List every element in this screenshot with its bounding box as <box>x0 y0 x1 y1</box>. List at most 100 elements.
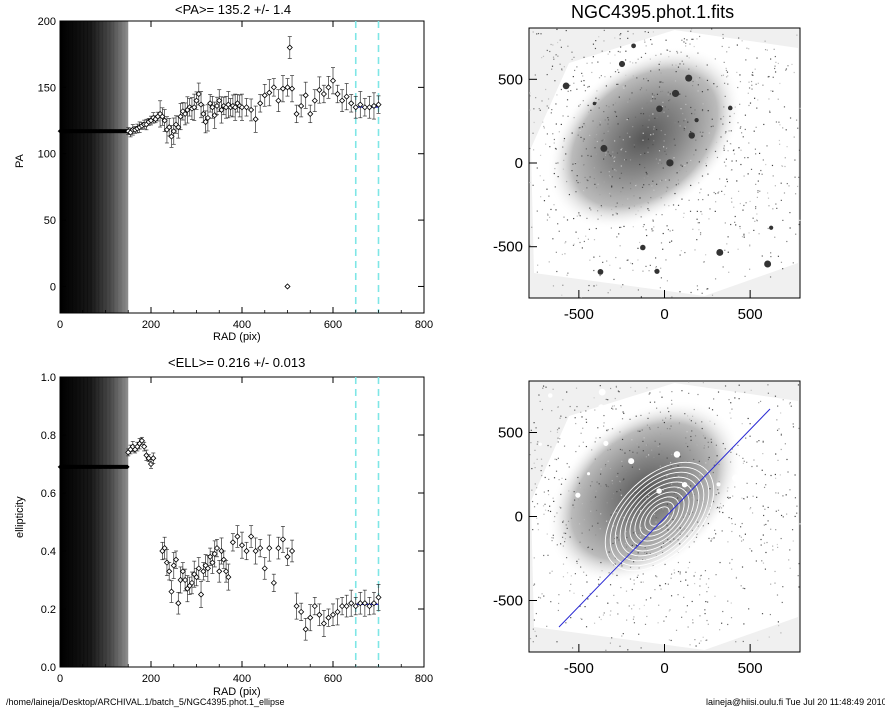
img1-noise-pixel <box>563 66 565 68</box>
img1-noise-pixel <box>633 205 635 207</box>
img2-noise-pixel <box>587 598 589 600</box>
img1-noise-pixel <box>577 134 579 136</box>
img2-noise-pixel <box>629 578 632 580</box>
img1-noise-pixel <box>690 159 692 162</box>
img1-noise-pixel <box>595 284 598 286</box>
img2-noise-pixel <box>746 461 748 463</box>
img2-noise-pixel <box>715 507 718 509</box>
img1-noise-pixel <box>597 61 599 63</box>
img1-noise-pixel <box>562 168 565 170</box>
img1-noise-pixel <box>648 183 650 186</box>
img1-noise-pixel <box>658 150 661 152</box>
ell-ytick-label: 1.0 <box>41 372 56 384</box>
img2-noise-pixel <box>644 551 646 554</box>
img1-noise-pixel <box>586 187 588 189</box>
img2-noise-pixel <box>595 490 597 492</box>
img1-noise-pixel <box>639 89 641 91</box>
img2-noise-pixel <box>677 465 679 467</box>
img2-noise-pixel <box>552 388 554 390</box>
img1-noise-pixel <box>553 58 555 60</box>
img2-noise-pixel <box>676 494 678 497</box>
img1-noise-pixel <box>576 66 578 68</box>
img2-noise-pixel <box>534 466 536 469</box>
img2-noise-pixel <box>704 612 706 615</box>
img1-noise-pixel <box>662 81 664 84</box>
img2-noise-pixel <box>693 575 695 577</box>
img1-noise-pixel <box>700 188 702 190</box>
img2-noise-pixel <box>680 580 682 583</box>
img1-noise-pixel <box>560 123 562 126</box>
img2-noise-pixel <box>595 437 597 439</box>
img2-noise-pixel <box>798 563 800 565</box>
img1-noise-pixel <box>702 198 704 201</box>
img1-noise-pixel <box>751 74 753 76</box>
img1-noise-pixel <box>555 251 557 253</box>
ell-data-point <box>234 533 241 540</box>
img1-noise-pixel <box>661 214 663 216</box>
img1-noise-pixel <box>581 126 584 128</box>
img1-noise-pixel <box>609 51 611 53</box>
img1-noise-pixel <box>617 123 619 125</box>
img1-noise-pixel <box>652 180 654 182</box>
img1-noise-pixel <box>619 136 621 138</box>
img2-noise-pixel <box>728 398 730 401</box>
img1-noise-pixel <box>555 162 557 164</box>
img1-noise-pixel <box>664 106 666 108</box>
img1-noise-pixel <box>661 105 664 108</box>
img2-noise-pixel <box>767 506 769 509</box>
pa-data-point <box>248 106 255 113</box>
img2-noise-pixel <box>761 469 763 471</box>
img1-noise-pixel <box>650 196 652 199</box>
footer-path: /home/laineja/Desktop/ARCHIVAL.1/batch_5… <box>6 697 285 707</box>
img2-noise-pixel <box>691 497 693 499</box>
img2-noise-pixel <box>763 524 765 526</box>
img1-noise-pixel <box>547 107 550 109</box>
img1-noise-pixel <box>595 227 597 230</box>
img1-noise-pixel <box>576 180 578 182</box>
img2-noise-pixel <box>598 583 600 585</box>
img2-noise-pixel <box>535 487 538 489</box>
img1-noise-pixel <box>782 219 784 221</box>
img2-noise-pixel <box>730 602 732 604</box>
img2-noise-pixel <box>647 417 649 420</box>
img2-noise-pixel <box>654 401 656 403</box>
img2-noise-pixel <box>780 632 782 634</box>
img1-xtick-label: 500 <box>738 306 763 323</box>
img2-noise-pixel <box>674 510 677 512</box>
img1-noise-pixel <box>769 111 771 113</box>
img2-noise-pixel <box>627 550 629 552</box>
img2-noise-pixel <box>577 499 580 501</box>
img2-noise-pixel <box>683 596 685 598</box>
img2-fit-ellipse <box>609 466 710 567</box>
img2-noise-pixel <box>540 469 542 472</box>
img1-noise-pixel <box>627 30 629 32</box>
img1-noise-pixel <box>660 242 663 244</box>
img2-noise-pixel <box>565 524 567 526</box>
img2-noise-pixel <box>686 528 688 531</box>
ell-data-point <box>252 547 259 555</box>
img1-noise-pixel <box>627 118 629 120</box>
img2-noise-pixel <box>559 506 561 508</box>
img1-noise-pixel <box>676 52 679 54</box>
img1-noise-pixel <box>547 98 550 100</box>
img1-noise-pixel <box>767 227 769 230</box>
pa-ytick-label: 150 <box>38 82 56 94</box>
img1-noise-pixel <box>679 169 681 172</box>
img2-noise-pixel <box>633 506 635 508</box>
img1-noise-pixel <box>573 217 575 220</box>
img2-noise-pixel <box>633 579 635 581</box>
ell-data-point <box>320 620 327 627</box>
img1-noise-pixel <box>578 127 580 129</box>
img1-noise-pixel <box>641 107 643 109</box>
img1-noise-pixel <box>578 214 580 216</box>
img2-noise-pixel <box>533 619 535 621</box>
img2-xtick-label: 500 <box>738 660 763 677</box>
img2-noise-pixel <box>615 534 618 537</box>
img1-noise-pixel <box>596 140 598 143</box>
img1-noise-pixel <box>587 179 589 182</box>
img1-noise-pixel <box>666 225 668 227</box>
img2-noise-pixel <box>734 523 736 525</box>
ell-data-point <box>329 611 337 618</box>
img2-noise-pixel <box>696 499 698 501</box>
img2-noise-pixel <box>633 546 635 549</box>
